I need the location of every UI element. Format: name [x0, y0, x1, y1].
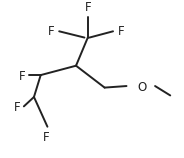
- Text: F: F: [47, 25, 54, 38]
- Text: F: F: [118, 25, 125, 38]
- Text: F: F: [43, 131, 49, 144]
- Text: F: F: [19, 70, 26, 83]
- Text: O: O: [137, 81, 146, 94]
- Text: F: F: [14, 101, 20, 114]
- Text: F: F: [84, 1, 91, 14]
